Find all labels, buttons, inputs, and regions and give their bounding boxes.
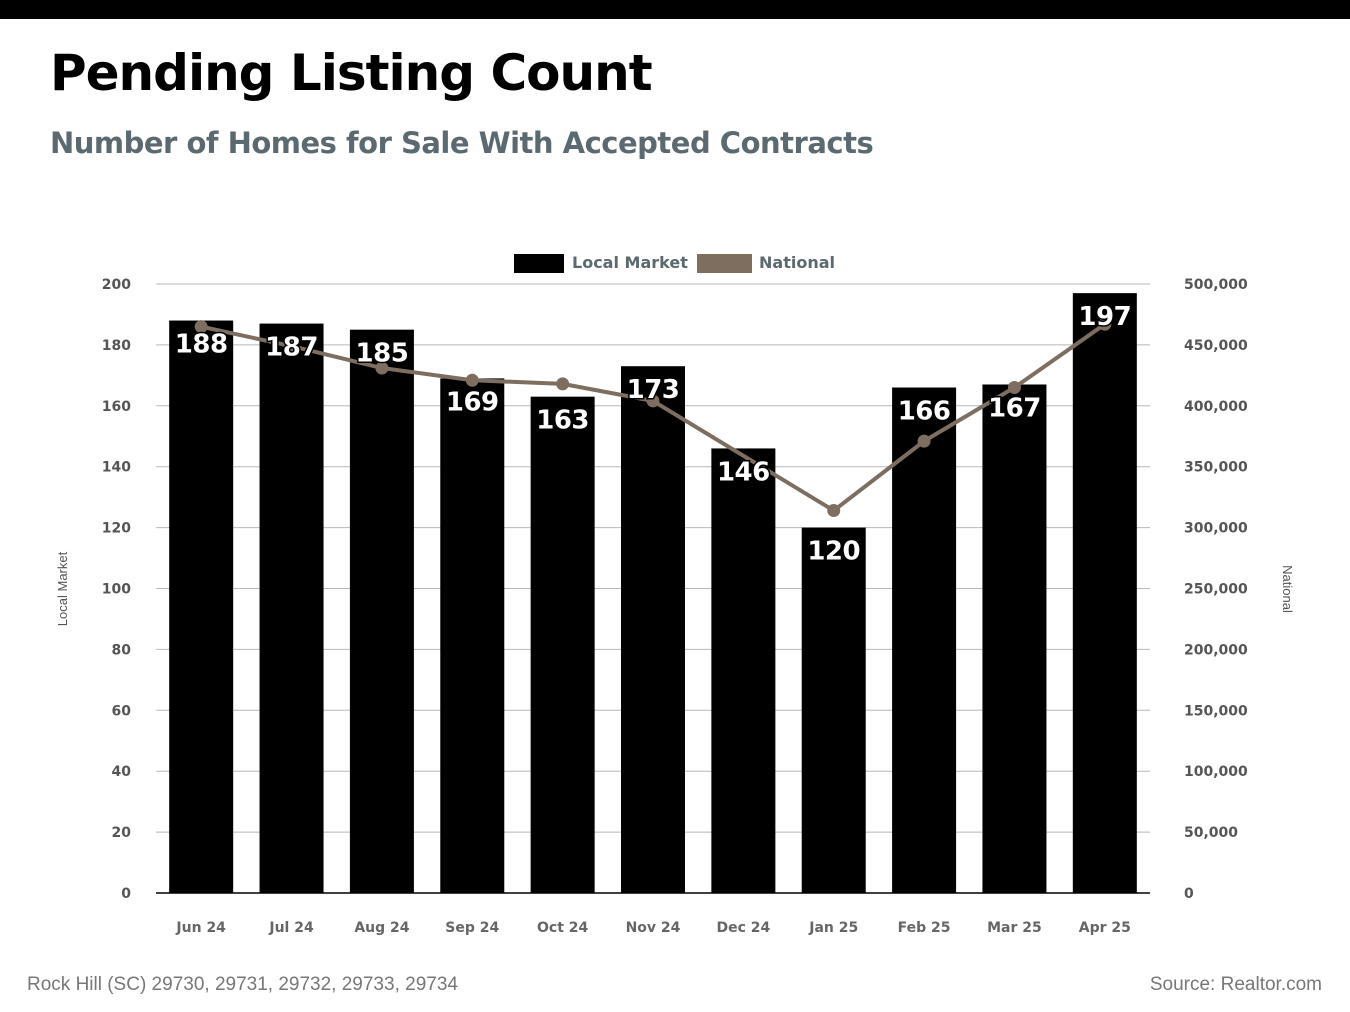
page-title: Pending Listing Count bbox=[50, 44, 653, 102]
y2-tick-label: 50,000 bbox=[1184, 825, 1238, 841]
national-point bbox=[556, 377, 570, 391]
x-tick-label: Jan 25 bbox=[808, 920, 858, 936]
x-tick-label: Dec 24 bbox=[716, 920, 770, 936]
y-tick-label: 80 bbox=[112, 642, 132, 658]
y2-tick-label: 150,000 bbox=[1184, 703, 1248, 719]
national-line bbox=[194, 317, 1112, 518]
bars bbox=[169, 293, 1137, 894]
bar-data-label: 120 bbox=[807, 537, 860, 567]
bar-data-label: 163 bbox=[536, 406, 589, 436]
x-tick-label: Feb 25 bbox=[898, 920, 951, 936]
y2-tick-label: 0 bbox=[1184, 886, 1194, 902]
x-tick-label: Mar 25 bbox=[987, 920, 1042, 936]
y-tick-label: 60 bbox=[112, 703, 132, 719]
bar-feb-25 bbox=[892, 387, 957, 893]
bar-data-label: 185 bbox=[356, 339, 409, 369]
bar-jul-24 bbox=[259, 323, 324, 894]
x-tick-label: Oct 24 bbox=[537, 920, 589, 936]
bar-nov-24 bbox=[621, 366, 685, 894]
bar-jan-25 bbox=[801, 527, 866, 893]
y2-tick-label: 250,000 bbox=[1184, 582, 1248, 598]
x-tick-label: Jun 24 bbox=[175, 920, 226, 936]
legend-swatch bbox=[514, 254, 564, 273]
y-tick-label: 20 bbox=[112, 825, 132, 841]
y-tick-label: 40 bbox=[112, 764, 132, 780]
national-point bbox=[194, 320, 208, 334]
bar-apr-25 bbox=[1072, 293, 1137, 893]
national-point bbox=[285, 339, 299, 353]
bar-data-label: 166 bbox=[898, 397, 951, 427]
footer-source: Source: Realtor.com bbox=[1149, 974, 1322, 995]
bar-data-label: 187 bbox=[265, 333, 318, 363]
y-tick-label: 120 bbox=[102, 521, 131, 537]
x-tick-label: Apr 25 bbox=[1079, 920, 1131, 936]
bar-data-label: 188 bbox=[175, 330, 228, 360]
x-tick-label: Nov 24 bbox=[626, 920, 681, 936]
y2-tick-label: 450,000 bbox=[1184, 338, 1248, 354]
top-bar bbox=[0, 0, 1350, 19]
x-tick-label: Aug 24 bbox=[354, 920, 409, 936]
y-axis-title: Local Market bbox=[55, 551, 70, 626]
bar-data-label: 173 bbox=[627, 375, 680, 405]
bar-aug-24 bbox=[349, 329, 414, 893]
y-tick-label: 0 bbox=[121, 886, 131, 902]
national-point bbox=[1098, 317, 1112, 331]
y2-tick-label: 100,000 bbox=[1184, 764, 1248, 780]
y-tick-label: 160 bbox=[102, 399, 131, 415]
y2-tick-label: 400,000 bbox=[1184, 399, 1248, 415]
bar-data-label: 197 bbox=[1078, 302, 1131, 332]
y2-axis-title: National bbox=[1280, 565, 1295, 613]
bar-data-label: 167 bbox=[988, 393, 1041, 423]
national-point bbox=[827, 504, 841, 518]
y2-tick-label: 200,000 bbox=[1184, 642, 1248, 658]
national-point bbox=[1007, 381, 1021, 395]
bar-mar-25 bbox=[982, 384, 1047, 893]
y-tick-label: 200 bbox=[102, 277, 131, 293]
legend: Local Market National bbox=[514, 253, 835, 273]
bar-dec-24 bbox=[711, 448, 776, 893]
footer-location: Rock Hill (SC) 29730, 29731, 29732, 2973… bbox=[27, 974, 458, 995]
y2-tick-label: 300,000 bbox=[1184, 521, 1248, 537]
y2-tick-label: 350,000 bbox=[1184, 460, 1248, 476]
page-subtitle: Number of Homes for Sale With Accepted C… bbox=[50, 126, 874, 160]
bar-sep-24 bbox=[440, 378, 505, 893]
legend-label: Local Market bbox=[572, 253, 688, 272]
legend-label: National bbox=[759, 253, 835, 272]
bar-data-label: 169 bbox=[446, 387, 499, 417]
national-point bbox=[646, 394, 660, 408]
legend-swatch bbox=[697, 254, 752, 273]
x-tick-label: Jul 24 bbox=[268, 920, 314, 936]
bar-oct-24 bbox=[530, 396, 595, 893]
y-tick-label: 180 bbox=[102, 338, 131, 354]
y-tick-label: 140 bbox=[102, 460, 131, 476]
national-point bbox=[917, 434, 931, 448]
bar-jun-24 bbox=[169, 320, 234, 893]
bar-data-label: 146 bbox=[717, 457, 770, 487]
national-series-line bbox=[200, 322, 1106, 513]
axes: 0 0 20 50,000 40 100,000 60 150,000 80 200,000 100… bbox=[55, 277, 1295, 936]
y-tick-label: 100 bbox=[102, 582, 131, 598]
x-tick-label: Sep 24 bbox=[445, 920, 499, 936]
y2-tick-label: 500,000 bbox=[1184, 277, 1248, 293]
national-point bbox=[465, 373, 479, 387]
national-point bbox=[375, 361, 389, 375]
bar-data-labels: 188 187 185 169 163 173 146 120 166 167 197 bbox=[173, 301, 1133, 568]
